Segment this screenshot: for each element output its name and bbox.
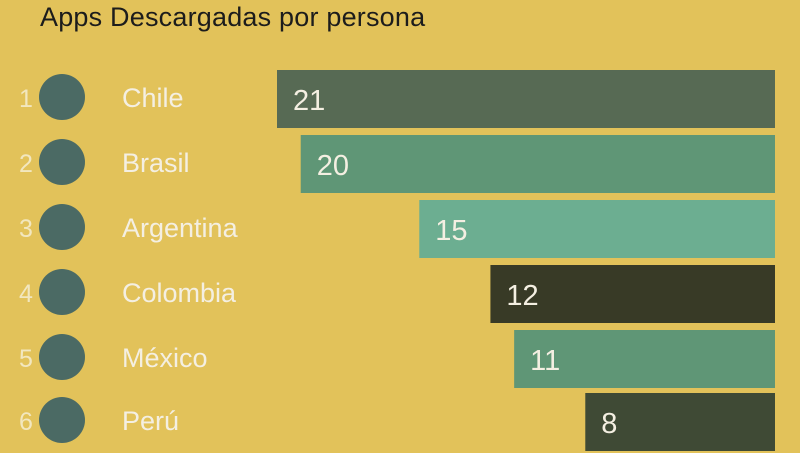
rank-marker — [39, 204, 85, 250]
chart-title: Apps Descargadas por persona — [40, 2, 426, 32]
rank-marker — [39, 397, 85, 443]
bar — [490, 265, 775, 323]
rank-number: 5 — [19, 345, 33, 373]
rank-marker — [39, 74, 85, 120]
bar — [419, 200, 775, 258]
value-label: 15 — [435, 215, 467, 247]
rank-number: 1 — [19, 85, 33, 113]
value-label: 11 — [530, 345, 560, 377]
category-label: Chile — [122, 83, 184, 113]
bar — [514, 330, 775, 388]
rank-marker — [39, 139, 85, 185]
rank-marker — [39, 269, 85, 315]
category-label: Perú — [122, 406, 179, 436]
bar — [585, 393, 775, 451]
rank-number: 6 — [19, 408, 33, 436]
category-label: México — [122, 343, 208, 373]
value-label: 21 — [293, 85, 325, 117]
value-label: 20 — [317, 150, 349, 182]
value-label: 12 — [506, 280, 538, 312]
value-label: 8 — [601, 408, 617, 440]
category-label: Brasil — [122, 148, 190, 178]
rank-number: 2 — [19, 150, 33, 178]
rank-number: 3 — [19, 215, 33, 243]
rank-marker — [39, 334, 85, 380]
category-label: Argentina — [122, 213, 239, 243]
bar — [277, 70, 775, 128]
bar — [300, 135, 775, 193]
rank-number: 4 — [19, 280, 33, 308]
category-label: Colombia — [122, 278, 237, 308]
